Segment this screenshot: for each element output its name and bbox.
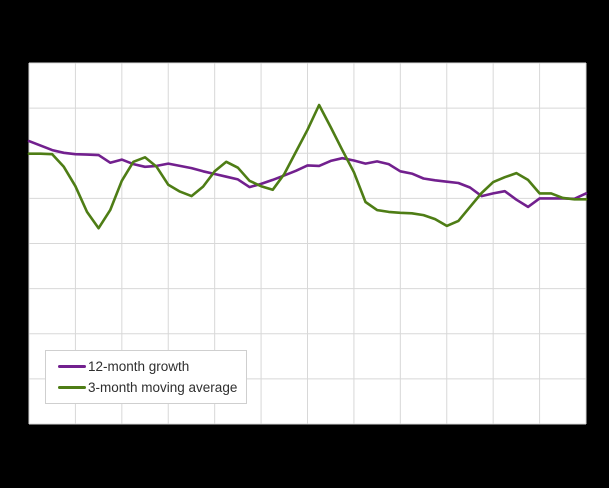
legend-swatch-green-line [58, 386, 86, 390]
gridlines [28, 62, 587, 425]
legend: 12-month growth 3-month moving average [45, 350, 247, 404]
series-line-12-month-growth[interactable] [27, 139, 588, 209]
legend-label: 12-month growth [88, 358, 190, 374]
legend-item-12-month-growth[interactable]: 12-month growth [58, 358, 246, 374]
legend-item-3-month-moving-average[interactable]: 3-month moving average [58, 381, 246, 395]
legend-swatch-purple-line [58, 364, 86, 368]
series-line-3-month-moving-average[interactable] [27, 103, 588, 230]
legend-label: 3-month moving average [88, 380, 238, 395]
